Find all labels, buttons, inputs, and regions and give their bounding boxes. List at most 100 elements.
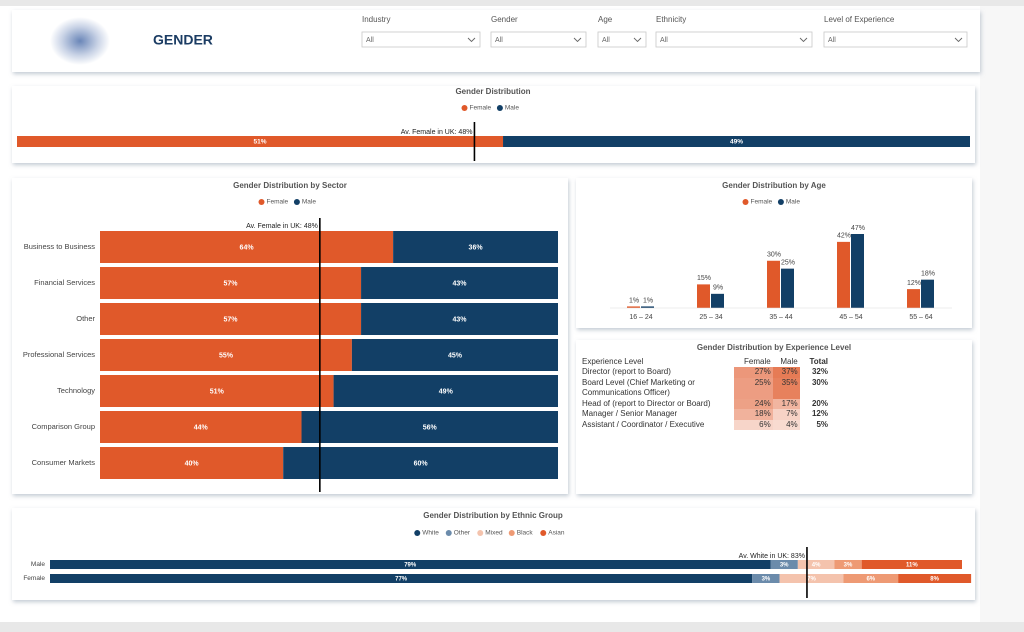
chart-title: Gender Distribution by Ethnic Group — [423, 511, 563, 520]
bar-segment — [283, 447, 558, 479]
filter-dropdown[interactable]: All — [823, 31, 968, 48]
legend-marker — [496, 105, 503, 111]
data-label: 1% — [629, 297, 639, 304]
legend-label: Male — [302, 199, 316, 206]
data-label: 49% — [730, 139, 743, 146]
bar — [627, 306, 640, 308]
dropdown-box — [597, 31, 647, 48]
legend-marker — [293, 199, 300, 205]
data-label: 57% — [224, 280, 239, 287]
dropdown-chevron — [799, 37, 808, 43]
bar-segment — [361, 303, 558, 335]
row-label: Head of (report to Director or Board) — [582, 398, 711, 408]
column-header: Total — [809, 357, 828, 366]
filter-label: Gender — [491, 15, 518, 24]
category-label: Technology — [57, 386, 95, 395]
data-label: 9% — [713, 285, 723, 292]
category-label: Consumer Markets — [32, 458, 96, 467]
category-label: Female — [23, 575, 45, 582]
legend-label: Female — [267, 199, 289, 206]
table-row: Manager / Senior Manager 18% 7% 12% — [580, 409, 830, 420]
legend-label: Female — [470, 105, 492, 112]
filter-dropdown[interactable]: All — [490, 31, 587, 48]
data-label: 11% — [906, 563, 918, 569]
dropdown-box — [361, 31, 481, 48]
table-cell: 5% — [816, 419, 828, 429]
data-label: 3% — [780, 563, 789, 569]
bar-segment — [752, 574, 780, 583]
filter-dropdown[interactable]: All — [655, 31, 813, 48]
table-row: Assistant / Coordinator / Executive 6% 4% 5… — [580, 419, 830, 430]
bar-segment — [333, 375, 558, 407]
chart-title: Gender Distribution by Age — [722, 181, 826, 190]
table-cell: 6% — [734, 419, 773, 430]
dropdown-chevron — [573, 37, 582, 43]
category-label: Professional Services — [23, 350, 95, 359]
bar-segment — [100, 447, 284, 479]
bar-segment — [861, 560, 962, 569]
data-label: 42% — [837, 233, 851, 240]
page-title: GENDER — [153, 32, 213, 48]
legend-label: White — [422, 530, 439, 537]
filter-label: Age — [598, 15, 613, 24]
data-label: 3% — [762, 577, 771, 583]
dropdown-box — [490, 31, 587, 48]
data-label: 44% — [194, 424, 209, 431]
legend-label: Asian — [548, 530, 565, 537]
data-label: 8% — [930, 577, 939, 583]
bar-segment — [100, 303, 362, 335]
table-cell: 27% — [734, 367, 773, 378]
data-label: 60% — [414, 460, 429, 467]
table-cell: 24% — [734, 398, 773, 409]
table-row: Board Level (Chief Marketing or Communic… — [580, 377, 830, 399]
top-bar — [0, 0, 1024, 6]
column-header: Experience Level — [582, 357, 644, 366]
table-cell: 30% — [811, 377, 828, 387]
bar-segment — [17, 136, 504, 147]
bar — [711, 293, 724, 308]
bar-segment — [834, 560, 862, 569]
panel — [12, 508, 975, 600]
bottom-bar — [0, 622, 1024, 632]
bar-segment — [779, 574, 844, 583]
data-label: 45% — [448, 352, 463, 359]
bar-segment — [843, 574, 899, 583]
bar-segment — [770, 560, 798, 569]
bar-segment — [50, 574, 753, 583]
data-label: 6% — [866, 577, 875, 583]
legend-marker — [777, 199, 784, 205]
data-label: 55% — [219, 352, 234, 359]
bar-segment — [361, 267, 558, 299]
table-cell: 32% — [811, 367, 828, 376]
reference-label: Av. Female in UK: 48% — [401, 129, 473, 136]
chart-title: Gender Distribution — [455, 87, 530, 96]
bar — [767, 260, 780, 308]
legend-marker — [742, 199, 749, 205]
data-label: 36% — [469, 244, 484, 251]
data-label: 1% — [643, 297, 653, 304]
bar-segment — [100, 231, 394, 263]
legend-marker — [445, 530, 452, 536]
dropdown-chevron — [954, 37, 963, 43]
bar-segment — [100, 411, 302, 443]
filter-dropdown[interactable]: All — [597, 31, 647, 48]
bar — [837, 241, 850, 308]
data-label: 51% — [254, 139, 267, 146]
dropdown-chevron — [633, 37, 642, 43]
bar — [851, 234, 864, 308]
experience-table: Experience Level Female Male Total Director … — [580, 356, 830, 430]
bar-segment — [351, 339, 558, 371]
dropdown-value: All — [828, 37, 836, 44]
bar — [921, 279, 934, 308]
logo — [50, 17, 110, 65]
legend-marker — [477, 530, 484, 536]
row-label: Assistant / Coordinator / Executive — [582, 419, 705, 429]
filter-dropdown[interactable]: All — [361, 31, 481, 48]
legend-marker — [461, 105, 468, 111]
dropdown-chevron — [467, 37, 476, 43]
right-gutter — [980, 6, 1024, 622]
table-cell: 37% — [772, 367, 800, 378]
bar-segment — [100, 375, 334, 407]
